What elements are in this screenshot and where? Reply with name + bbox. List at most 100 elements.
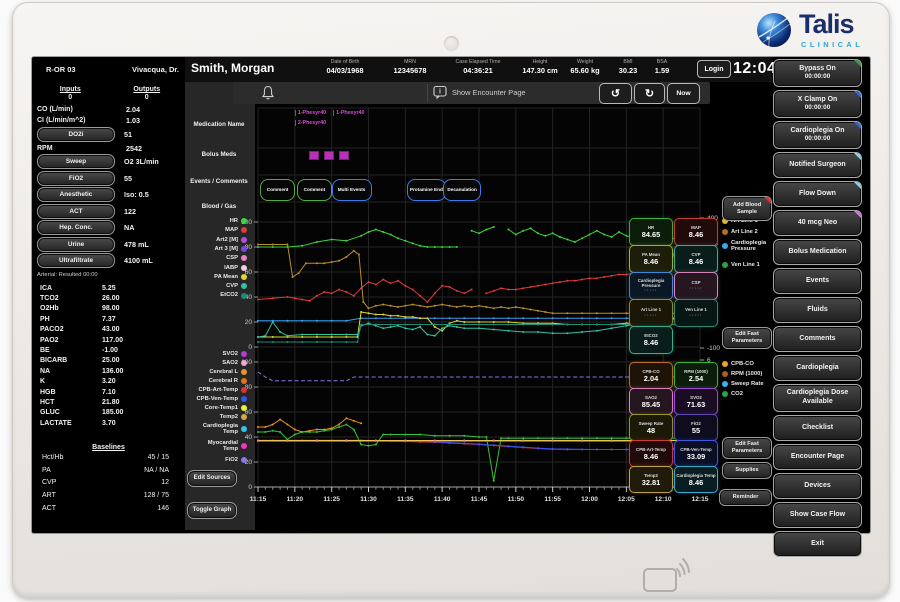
right-button-timer: 00:00:00 (804, 135, 831, 143)
right-button-label: X Clamp On (797, 95, 838, 103)
value-tile-rpm-1000[interactable]: RPM (1000) 2.54 (674, 362, 718, 389)
legend-perfusion-sao2: SAO2 (185, 360, 247, 367)
banner-field-label: BMI (623, 59, 633, 65)
right-button-40-mcg-neo[interactable]: 40 mcg Neo (773, 210, 862, 236)
param-button-fio2[interactable]: FiO2 (37, 170, 115, 186)
param-button-do2i[interactable]: DO2i (37, 126, 115, 142)
lab-value: 185.00 (102, 409, 124, 417)
legend-dot (241, 414, 247, 421)
event-button-decanulation[interactable]: Decanulation (442, 179, 482, 201)
right-button-x-clamp-on[interactable]: X Clamp On 00:00:00 (773, 90, 862, 118)
right-button-encounter-page[interactable]: Encounter Page (773, 444, 862, 470)
event-button-multi-events[interactable]: Multi Events (331, 179, 372, 201)
events-comments-label: Events / Comments (190, 178, 248, 185)
param-button-act[interactable]: ACT (37, 203, 115, 219)
banner-field-label: Height (532, 59, 548, 65)
value-tile-cardioplegia-pressure[interactable]: Cardioplegia Pressure ····· (629, 272, 673, 300)
legend-label: Art Line 2 (731, 229, 758, 235)
value-tile-sweep-rate[interactable]: Sweep Rate 48 (629, 414, 673, 441)
right-button-events[interactable]: Events (773, 268, 862, 294)
banner-field-label: BSA (656, 59, 668, 65)
corner-flag (853, 60, 861, 68)
right-button-comments[interactable]: Comments (773, 326, 862, 352)
add-blood-sample-button[interactable]: Add Blood Sample (722, 196, 772, 221)
value-tile-svo2[interactable]: SVO2 71.63 (674, 388, 718, 415)
param-button-hep-conc[interactable]: Hep. Conc. (37, 220, 115, 236)
edit-sources-button[interactable]: Edit Sources (187, 470, 237, 487)
lab-label: LACTATE (40, 419, 72, 427)
value-tile-ven-line-1[interactable]: Ven Line 1 ····· (674, 299, 718, 327)
legend-label: CSP (226, 255, 238, 262)
value-tile-cardioplegia-temp[interactable]: Cardioplegia Temp 8.46 (674, 466, 718, 493)
value-tile-art-line-1[interactable]: Art Line 1 ····· (629, 299, 673, 327)
right-button-timer: 00:00:00 (804, 73, 831, 81)
svg-text:11:55: 11:55 (544, 496, 561, 503)
left-parameter-panel: R-OR 03 Vivacqua, Dr. Inputs 0 Outputs 0… (32, 57, 185, 533)
event-button-comment[interactable]: Comment (297, 179, 332, 201)
legend-dot (241, 255, 247, 262)
value-tile-temp2[interactable]: Temp2 32.81 (629, 466, 673, 493)
toggle-graph-button[interactable]: Toggle Graph (187, 502, 237, 519)
value-tile-sao2[interactable]: SAO2 85.45 (629, 388, 673, 415)
right-button-cardioplegia[interactable]: Cardioplegia (773, 355, 862, 381)
medication-event-label: 1-Phesyr40 (333, 110, 364, 117)
tile-label: Ven Line 1 (685, 307, 707, 313)
right-button-devices[interactable]: Devices (773, 473, 862, 499)
right-button-notified-surgeon[interactable]: Notified Surgeon (773, 152, 862, 178)
legend-bloodgas-map: MAP (185, 227, 247, 234)
svg-text:20: 20 (245, 459, 253, 466)
value-tile-csp[interactable]: CSP ····· (674, 272, 718, 300)
baseline-label: ART (42, 492, 56, 500)
legend-label: Art2 [M] (216, 236, 238, 243)
param-button-anesthetic[interactable]: Anesthetic (37, 187, 115, 203)
right-button-bolus-medication[interactable]: Bolus Medication (773, 239, 862, 265)
history-forward-button[interactable]: ↻ (634, 83, 665, 104)
legend-perfusion-core-temp1: Core-Temp1 (185, 405, 247, 412)
tile-value: 32.81 (641, 477, 661, 487)
param-value-fio2: 55 (124, 173, 132, 183)
right-button-fluids[interactable]: Fluids (773, 297, 862, 323)
legend-bloodgas-etco2: EtCO2 (185, 292, 247, 299)
tile-label: HR (647, 225, 655, 231)
right-button-checklist[interactable]: Checklist (773, 415, 862, 441)
value-tile-map[interactable]: MAP 8.46 (674, 218, 718, 246)
now-button[interactable]: Now (667, 83, 700, 104)
room-label: R-OR 03 (46, 65, 76, 74)
value-tile-cvp[interactable]: CVP 8.46 (674, 245, 718, 273)
param-button-sweep[interactable]: Sweep (37, 154, 115, 170)
svg-text:60: 60 (245, 409, 253, 416)
value-tile-cpb-art-temp[interactable]: CPB-Art-Temp 8.46 (629, 440, 673, 467)
tile-label: FiO2 (691, 420, 701, 426)
right-button-show-case-flow[interactable]: Show Case Flow (773, 502, 862, 528)
edit-fast-parameters-button-bottom[interactable]: Edit Fast Parameters (722, 437, 772, 459)
value-tile-pa-mean[interactable]: PA Mean 8.46 (629, 245, 673, 273)
legend-pressline-art-line-1: Art Line 1 (722, 218, 772, 225)
param-button-ultrafiltrate[interactable]: Ultrafiltrate (37, 253, 115, 269)
legend-bloodgas-art2-m: Art2 [M] (185, 237, 247, 243)
value-tile-cpb-co[interactable]: CPB-CO 2.04 (629, 362, 673, 389)
blood-gas-label: Blood / Gas (201, 203, 237, 210)
right-button-bypass-on[interactable]: Bypass On 00:00:00 (773, 59, 862, 87)
io-row-ultrafiltrate: Ultrafiltrate 4100 mL (32, 253, 185, 270)
legend-label: CPB-Art-Temp (198, 387, 238, 393)
corner-flag (853, 211, 861, 219)
value-tile-cpb-ven-temp[interactable]: CPB-Ven-Temp 33.09 (674, 440, 718, 467)
value-tile-fio2[interactable]: FiO2 55 (674, 414, 718, 441)
supplies-button[interactable]: Supplies (722, 462, 772, 479)
value-tile-hr[interactable]: HR 84.65 (629, 218, 673, 246)
history-back-button[interactable]: ↺ (599, 83, 632, 104)
legend-pressline-ven-line-1: Ven Line 1 (722, 262, 772, 269)
event-button-protamine-end[interactable]: Protamine End (406, 179, 446, 201)
param-button-urine[interactable]: Urine (37, 236, 115, 252)
alarm-bell-icon[interactable] (261, 85, 275, 101)
edit-fast-parameters-button-top[interactable]: Edit Fast Parameters (722, 327, 772, 349)
login-button[interactable]: Login (697, 60, 731, 78)
right-button-cardioplegia-dose-available[interactable]: Cardioplegia Dose Available (773, 384, 862, 412)
right-button-flow-down[interactable]: Flow Down (773, 181, 862, 207)
value-tile-etco2[interactable]: EtCO2 8.46 (629, 326, 673, 354)
show-encounter-page-button[interactable]: i Show Encounter Page (433, 85, 526, 99)
reminder-button[interactable]: Reminder (719, 489, 772, 506)
event-button-comment[interactable]: Comment (260, 179, 295, 201)
right-button-cardioplegia-on[interactable]: Cardioplegia On 00:00:00 (773, 121, 862, 149)
right-button-exit[interactable]: Exit (773, 531, 862, 557)
